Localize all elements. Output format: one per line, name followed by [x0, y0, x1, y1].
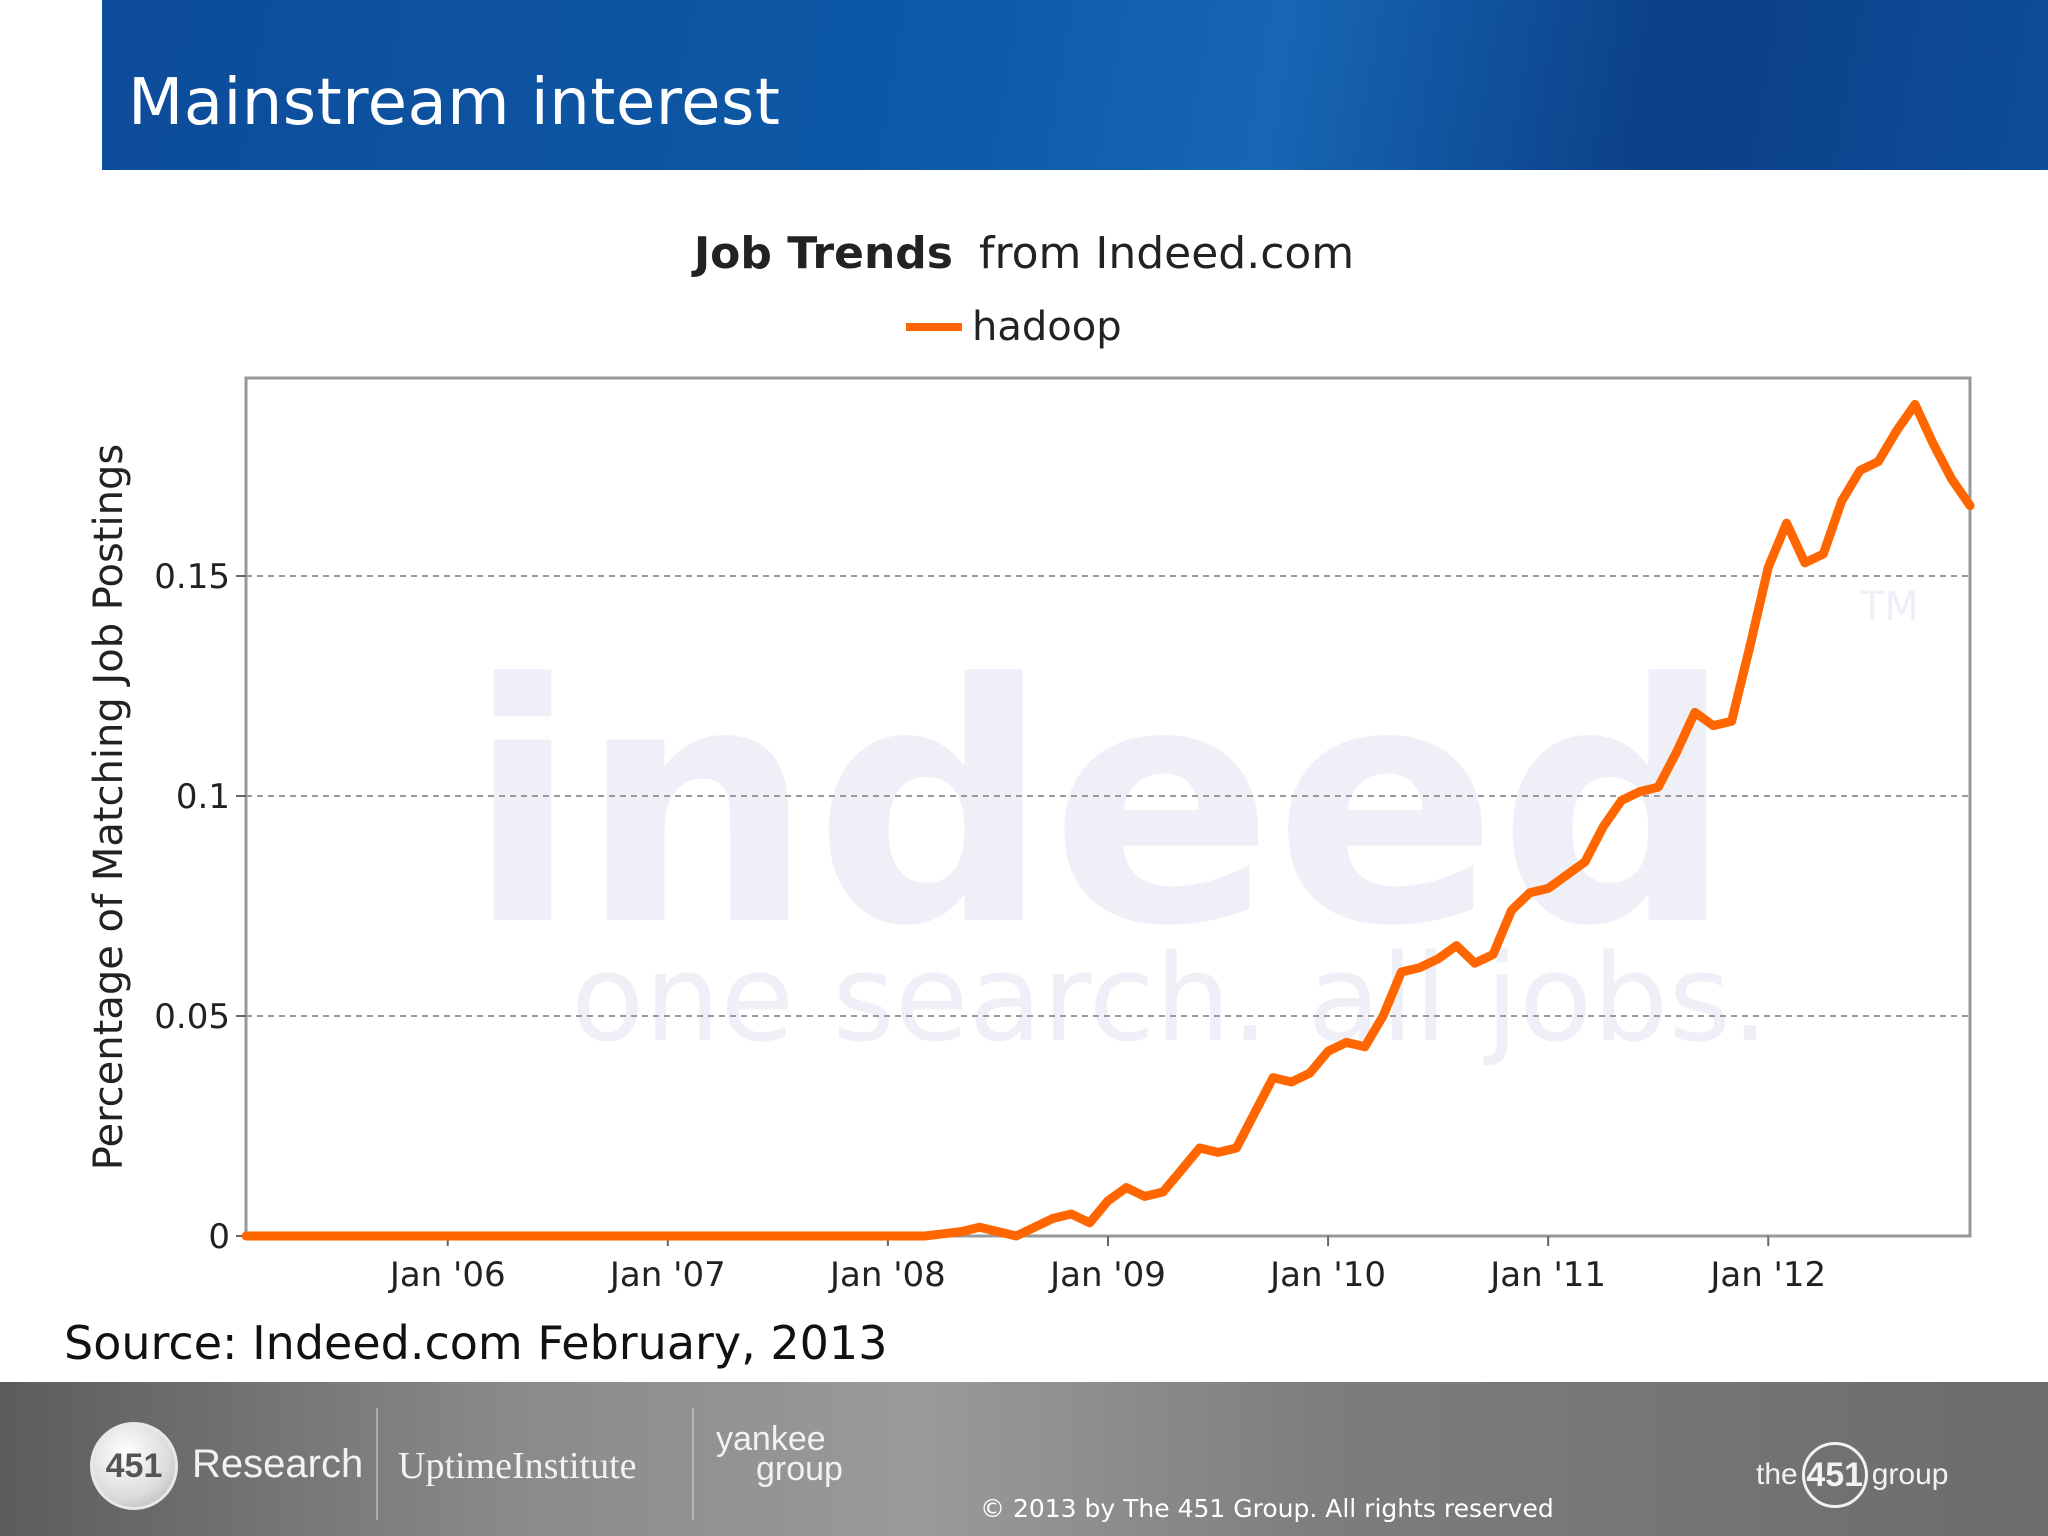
indeed-watermark: indeed one search. all jobs. TM	[466, 584, 1919, 1069]
the451-ring: 451	[1801, 1442, 1868, 1508]
footer-divider	[376, 1408, 378, 1520]
y-tick-label: 0	[208, 1217, 230, 1257]
chart-area: Job Trends from Indeed.com hadoop indeed…	[0, 200, 2048, 1320]
x-axis: Jan '06 Jan '07 Jan '08 Jan '09 Jan '10 Jan '…	[388, 1236, 1826, 1295]
y-tick-label: 0.05	[154, 997, 230, 1037]
x-tick-label: Jan '09	[1048, 1255, 1166, 1295]
title-bar: Mainstream interest	[102, 0, 2048, 170]
x-tick-label: Jan '07	[608, 1255, 726, 1295]
slide-title: Mainstream interest	[128, 66, 781, 140]
y-axis: 0 0.05 0.1 0.15	[154, 557, 246, 1257]
x-tick-label: Jan '10	[1268, 1255, 1386, 1295]
451-research-logo: 451	[90, 1422, 178, 1510]
y-axis-label: Percentage of Matching Job Postings	[86, 444, 132, 1170]
x-tick-label: Jan '08	[828, 1255, 946, 1295]
footer: 451 Research UptimeInstitute yankee grou…	[0, 1382, 2048, 1536]
y-tick-label: 0.15	[154, 557, 230, 597]
chart-title: Job Trends from Indeed.com	[691, 228, 1354, 279]
chart-title-rest: from Indeed.com	[979, 228, 1354, 279]
x-tick-label: Jan '11	[1488, 1255, 1606, 1295]
watermark-tagline: one search. all jobs.	[571, 930, 1769, 1069]
yankee-bottom: group	[756, 1450, 843, 1488]
the451-right: group	[1871, 1458, 1949, 1491]
research-label: Research	[192, 1442, 364, 1486]
x-tick-label: Jan '12	[1708, 1255, 1826, 1295]
yankee-top: yankee	[716, 1420, 826, 1458]
chart-title-bold: Job Trends	[691, 228, 953, 279]
series-line-hadoop	[241, 399, 1975, 1241]
series-group	[241, 399, 1975, 1241]
uptime-institute-logo: UptimeInstitute	[398, 1445, 637, 1487]
x-tick-label: Jan '06	[388, 1255, 506, 1295]
legend: hadoop	[906, 304, 1122, 350]
the-451-group-logo: the 451 group	[1756, 1442, 1948, 1508]
source-note: Source: Indeed.com February, 2013	[64, 1316, 888, 1370]
y-tick-label: 0.1	[176, 777, 230, 817]
legend-label-hadoop: hadoop	[972, 304, 1122, 350]
gridlines	[246, 575, 1970, 1017]
job-trends-chart: Job Trends from Indeed.com hadoop indeed…	[86, 228, 1975, 1295]
yankee-group-logo: yankee group	[716, 1422, 843, 1488]
the451-left: the	[1756, 1458, 1798, 1491]
watermark-tm: TM	[1859, 584, 1919, 630]
copyright-notice: © 2013 by The 451 Group. All rights rese…	[980, 1494, 1554, 1523]
watermark-word: indeed	[466, 614, 1734, 998]
footer-divider	[692, 1408, 694, 1520]
